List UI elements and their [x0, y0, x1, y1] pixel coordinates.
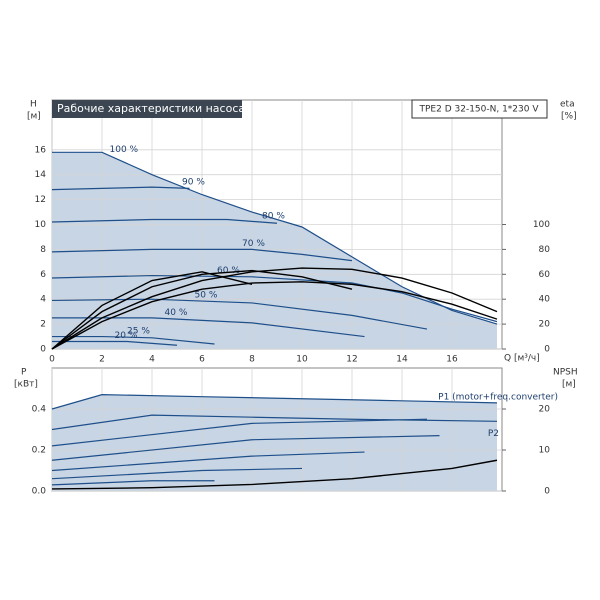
curve-label: 20 %: [115, 331, 138, 341]
y2-unit: [м]: [562, 380, 576, 390]
y-tick-label: 12: [35, 195, 46, 205]
line: [51, 451, 365, 472]
line: [51, 467, 303, 480]
line: [51, 394, 498, 410]
line: [51, 248, 353, 262]
line: [52, 335, 215, 345]
y2-label: eta: [560, 100, 575, 110]
secondary-line: [51, 459, 498, 490]
line: [51, 218, 278, 224]
line: [51, 480, 215, 486]
curve-label: P1 (motor+freq.converter): [438, 392, 558, 402]
chart: 0.0 0.2 0.4 0 10 20 P1 (motor+freq.converter) P…: [32, 367, 558, 497]
chart-title: Рабочие характеристики насоса: [57, 102, 245, 115]
subtitle-box: [411, 99, 548, 119]
y-tick-label: 4: [40, 295, 46, 305]
y-tick-label: 14: [35, 170, 47, 180]
curve-label: 40 %: [165, 308, 188, 318]
chart-subtitle: TPE2 D 32-150-N, 1*230 V: [419, 105, 540, 115]
line: [51, 435, 440, 461]
line: [51, 418, 428, 447]
x-tick-label: 12: [346, 355, 357, 365]
secondary-line: [51, 281, 498, 350]
line: [51, 274, 498, 323]
y2-tick-label: 60: [539, 270, 551, 280]
curve-label: 60 %: [217, 266, 240, 276]
curve-label: 50 %: [195, 290, 218, 300]
secondary-line: [51, 267, 498, 350]
x-tick-label: 2: [99, 355, 105, 365]
line: [51, 186, 190, 191]
y2-tick-label: 40: [539, 295, 551, 305]
curve-label: 80 %: [262, 212, 285, 222]
curve-label: 70 %: [242, 239, 265, 249]
y-unit: [м]: [27, 112, 41, 122]
curve-label: 100 %: [110, 145, 139, 155]
y2-tick-label: 10: [539, 446, 551, 456]
y-unit: [кВт]: [14, 380, 38, 390]
y2-tick-label: 80: [539, 245, 551, 255]
x-tick-label: 4: [149, 355, 155, 365]
curve-label: P2: [488, 429, 499, 439]
secondary-line: [51, 269, 353, 350]
y-tick-label: 2: [40, 320, 46, 330]
y-tick-label: 0: [40, 345, 46, 355]
y2-tick-label: 0: [544, 345, 550, 355]
chart: 0 2 4 6 8 10 12 14 16 0 2 4 6 8 10 12 14 16 0 20 40 60 80 100 10…: [35, 99, 551, 365]
x-tick-label: 16: [446, 355, 458, 365]
x-label: Q [м³/ч]: [504, 354, 540, 364]
line: [51, 298, 428, 330]
y-tick-label: 0.0: [32, 487, 47, 497]
y-tick-label: 16: [35, 145, 47, 155]
y2-unit: [%]: [561, 112, 577, 122]
x-tick-label: 14: [396, 355, 408, 365]
line: [52, 340, 178, 346]
y2-tick-label: 0: [544, 487, 550, 497]
y-tick-label: 8: [40, 245, 46, 255]
curve-label: 25 %: [127, 327, 150, 337]
operating-area: [52, 394, 497, 491]
y2-tick-label: 100: [533, 220, 550, 230]
y-tick-label: 0.2: [32, 446, 46, 456]
secondary-line: [51, 271, 253, 350]
x-tick-label: 6: [199, 355, 205, 365]
y2-tick-label: 20: [539, 405, 551, 415]
x-tick-label: 0: [49, 355, 55, 365]
y-label: P: [21, 368, 27, 378]
curve-label: 90 %: [182, 178, 205, 188]
y-tick-label: 6: [40, 270, 46, 280]
y2-tick-label: 20: [539, 320, 551, 330]
y2-label: NPSH: [553, 368, 578, 378]
x-tick-label: 8: [249, 355, 255, 365]
y-label: H: [30, 100, 37, 110]
y-tick-label: 10: [35, 220, 47, 230]
y-tick-label: 0.4: [32, 405, 47, 415]
title-box: [52, 100, 242, 118]
x-tick-label: 10: [296, 355, 308, 365]
